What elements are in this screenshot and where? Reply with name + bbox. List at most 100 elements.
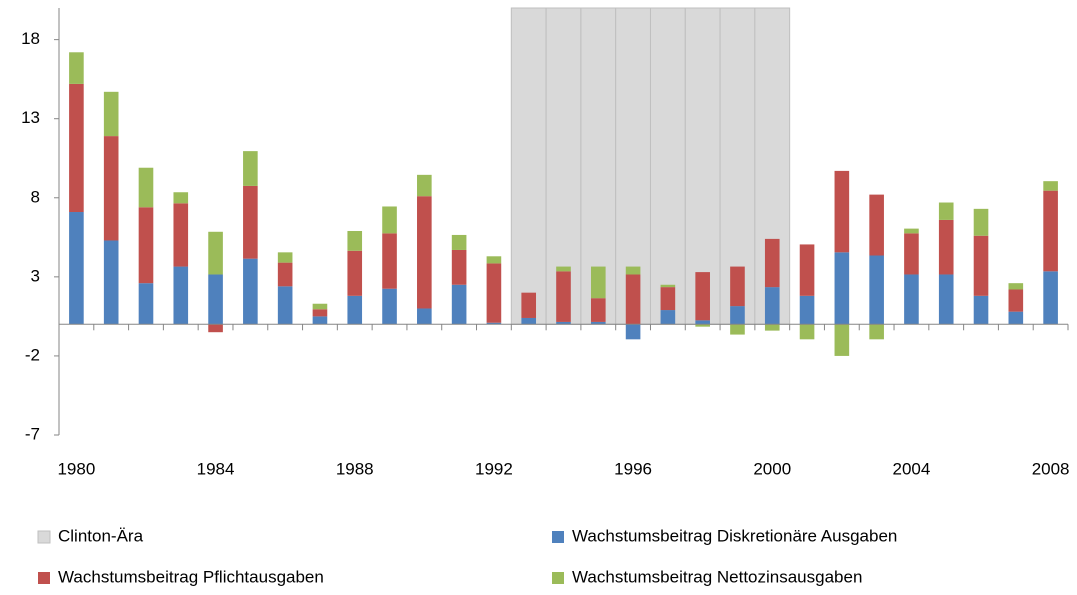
x-tick-label: 2000: [753, 459, 791, 478]
bar: [382, 233, 397, 289]
bar: [869, 194, 884, 256]
bar: [660, 284, 676, 288]
bar: [451, 249, 467, 285]
bar: [208, 274, 223, 325]
bar: [625, 274, 641, 325]
bar: [486, 263, 502, 323]
bar: [208, 324, 223, 333]
bar: [973, 235, 989, 296]
bar: [347, 250, 363, 296]
bar: [243, 258, 258, 325]
bar: [1043, 181, 1058, 191]
bar: [695, 320, 710, 325]
bar: [973, 295, 989, 325]
shade-band: [684, 7, 721, 325]
bar: [1043, 271, 1058, 325]
bar: [799, 244, 815, 296]
bar: [938, 202, 954, 220]
legend-label: Clinton-Ära: [58, 526, 144, 545]
bar: [486, 256, 502, 264]
y-tick-label: 13: [21, 108, 40, 127]
legend-swatch: [37, 530, 51, 544]
bar: [625, 266, 641, 275]
bar: [556, 321, 571, 325]
y-tick-label: 8: [31, 187, 40, 206]
bar: [208, 231, 223, 275]
bar: [382, 288, 397, 325]
bar: [243, 151, 258, 186]
bar: [277, 252, 293, 263]
y-tick-label: 18: [21, 29, 40, 48]
bar: [730, 324, 745, 335]
shade-band: [649, 7, 686, 325]
legend-label: Wachstumsbeitrag Nettozinsausgaben: [572, 567, 862, 586]
bar: [869, 255, 884, 325]
bar: [556, 271, 571, 322]
bar: [834, 170, 850, 253]
bar: [243, 185, 258, 259]
bar: [417, 174, 432, 197]
bar: [730, 266, 745, 307]
bar: [764, 238, 780, 288]
y-tick-label: 3: [31, 266, 40, 285]
bar: [173, 203, 189, 267]
bar: [869, 324, 884, 340]
bar: [764, 287, 780, 325]
bar: [103, 240, 119, 325]
x-tick-label: 1996: [614, 459, 652, 478]
bar: [312, 316, 328, 325]
bar: [103, 136, 119, 241]
bar: [904, 228, 919, 234]
bar: [521, 292, 537, 318]
bar: [556, 266, 571, 272]
bar: [938, 274, 954, 325]
bar: [417, 308, 432, 325]
legend-swatch: [38, 572, 50, 584]
bar: [347, 230, 363, 251]
y-tick-label: -7: [25, 424, 40, 443]
bar: [277, 262, 293, 287]
bar: [1008, 283, 1024, 290]
bar: [938, 219, 954, 275]
bar: [834, 252, 850, 325]
bar: [834, 324, 850, 356]
bar: [904, 274, 919, 325]
bar: [138, 167, 154, 208]
x-tick-label: 1988: [336, 459, 374, 478]
bar: [69, 52, 84, 84]
bar: [312, 303, 328, 310]
bar: [347, 295, 363, 325]
bar: [590, 266, 606, 299]
x-tick-label: 1984: [197, 459, 235, 478]
bar: [1043, 190, 1058, 272]
bar: [417, 196, 432, 309]
bar: [799, 324, 815, 340]
bar: [521, 317, 537, 325]
x-tick-label: 1980: [57, 459, 95, 478]
bar: [904, 233, 919, 275]
bar: [695, 272, 710, 321]
legend-label: Wachstumsbeitrag Pflichtausgaben: [58, 567, 324, 586]
legend-label: Wachstumsbeitrag Diskretionäre Ausgaben: [572, 526, 897, 545]
x-tick-label: 2004: [893, 459, 931, 478]
bar: [973, 208, 989, 236]
bar: [312, 309, 328, 317]
y-tick-label: -2: [25, 345, 40, 364]
bar: [730, 306, 745, 325]
bar: [451, 284, 467, 325]
x-tick-label: 2008: [1032, 459, 1070, 478]
bar: [1008, 311, 1024, 325]
bar: [695, 324, 710, 327]
bar: [590, 298, 606, 322]
bar: [382, 206, 397, 234]
bar: [69, 83, 84, 213]
bar: [660, 287, 676, 311]
bar: [1008, 289, 1024, 312]
shade-band: [510, 7, 547, 325]
bar: [173, 192, 189, 204]
bar: [138, 283, 154, 325]
bar: [486, 322, 502, 325]
bar: [69, 212, 84, 325]
bar: [764, 324, 780, 331]
